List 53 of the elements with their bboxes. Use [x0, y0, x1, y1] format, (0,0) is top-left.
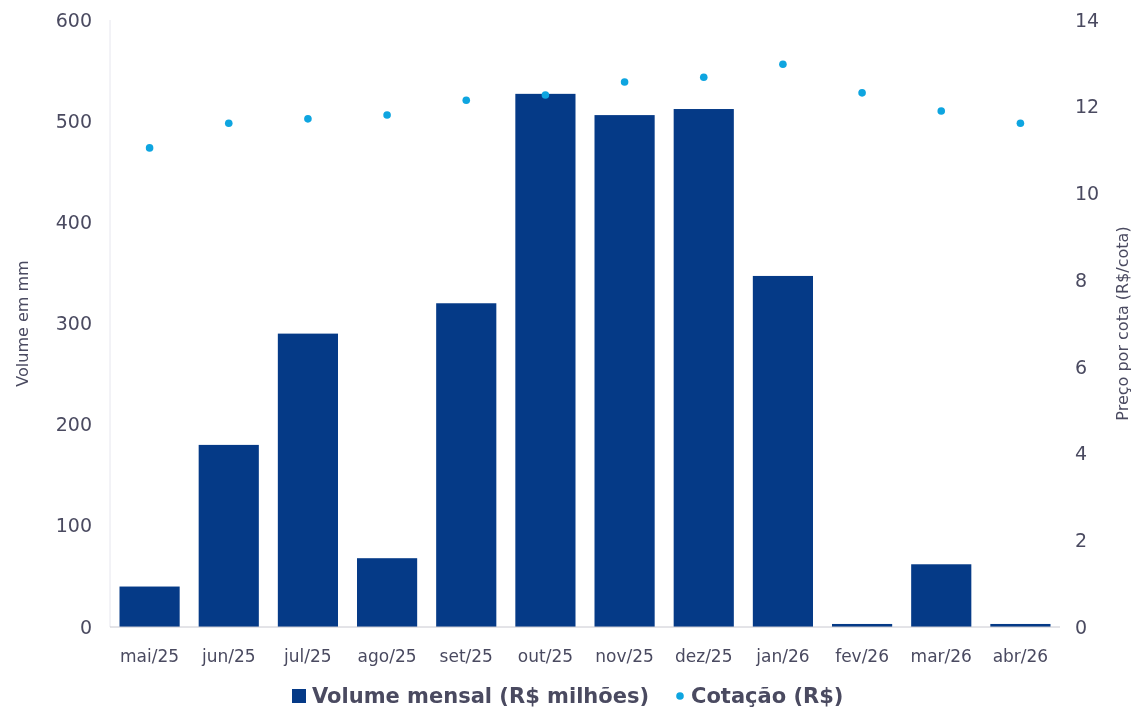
legend-label: Volume mensal (R$ milhões)	[312, 684, 650, 708]
y-tick-label: 100	[55, 514, 92, 537]
x-tick-label: out/25	[517, 646, 574, 666]
point	[383, 111, 391, 119]
y2-tick-label: 14	[1075, 8, 1100, 31]
y-tick-label: 500	[55, 109, 92, 132]
y2-tick-label: 8	[1075, 268, 1088, 291]
y2-tick-label: 12	[1075, 95, 1100, 118]
point	[304, 115, 312, 123]
y-tick-label: 200	[55, 413, 92, 436]
x-tick-label: jan/26	[755, 646, 810, 666]
point	[462, 96, 471, 105]
y-axis-title: Volume em mm	[13, 260, 32, 387]
x-tick-label: fev/26	[835, 646, 890, 666]
point	[541, 91, 550, 99]
x-tick-label: ago/25	[357, 646, 417, 666]
x-tick-label: jun/25	[200, 646, 256, 666]
bar	[752, 275, 813, 627]
point	[620, 78, 629, 86]
x-tick-label: jul/25	[283, 646, 332, 666]
point	[937, 107, 946, 115]
y2-tick-label: 4	[1075, 442, 1088, 465]
y-tick-label: 0	[79, 615, 92, 638]
x-tick-label: mai/25	[120, 646, 180, 666]
bar	[673, 109, 734, 627]
x-tick-label: mar/26	[910, 646, 972, 666]
x-tick-label: nov/25	[595, 646, 654, 666]
y2-tick-label: 6	[1075, 355, 1088, 378]
y-tick-label: 600	[55, 8, 92, 31]
y-tick-label: 300	[55, 312, 92, 335]
bar	[911, 564, 972, 627]
bar	[119, 586, 180, 627]
point	[145, 144, 154, 152]
point	[1016, 119, 1025, 127]
y2-tick-label: 0	[1075, 615, 1088, 638]
bar	[436, 303, 497, 627]
point	[699, 73, 708, 82]
bar	[357, 558, 418, 627]
bar	[515, 93, 576, 627]
y2-axis-title: Preço por cota (R$/cota)	[1113, 226, 1132, 421]
y-tick-label: 400	[55, 210, 92, 233]
legend-label: Cotação (R$)	[691, 684, 844, 708]
x-tick-label: abr/26	[992, 646, 1049, 666]
y2-tick-label: 2	[1075, 528, 1088, 551]
y2-tick-label: 10	[1075, 182, 1100, 205]
point	[858, 89, 866, 97]
x-tick-label: dez/25	[674, 646, 733, 666]
point	[224, 119, 233, 127]
bar	[594, 115, 655, 627]
point	[779, 60, 787, 69]
x-tick-label: set/25	[439, 646, 493, 666]
bar	[277, 333, 338, 627]
bar	[198, 444, 259, 627]
